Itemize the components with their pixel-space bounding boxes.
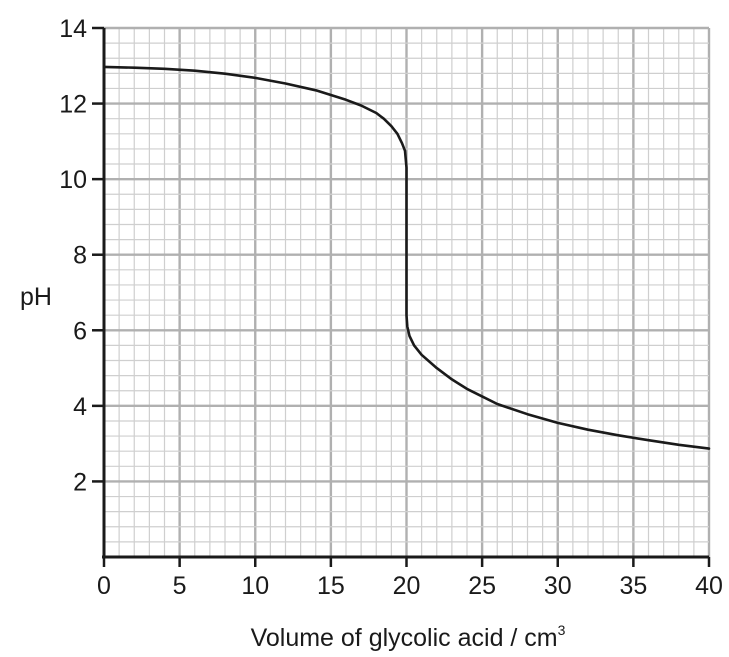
series-layer [102,65,711,450]
x-axis-label-text: Volume of glycolic acid / cm [251,624,558,652]
x-tick-label: 40 [695,572,723,600]
y-axis-label: pH [20,283,52,311]
x-axis-label-superscript: 3 [558,622,566,638]
series-line [102,65,711,450]
y-tick-label: 6 [73,317,87,345]
x-tick-label: 25 [468,572,496,600]
y-tick-label: 14 [59,15,87,43]
x-tick-label: 30 [544,572,572,600]
x-tick-label: 10 [241,572,269,600]
y-tick-label: 4 [73,393,87,421]
x-axis-label: Volume of glycolic acid / cm3 [251,622,566,652]
x-tick-label: 35 [619,572,647,600]
y-tick-label: 2 [73,468,87,496]
x-tick-label: 20 [393,572,421,600]
x-tick-label: 0 [97,572,111,600]
y-tick-label: 10 [59,166,87,194]
grid [102,26,711,559]
y-ticks: 2 4 6 8 10 12 14 [59,15,104,496]
y-tick-label: 12 [59,91,87,119]
x-tick-label: 15 [317,572,345,600]
x-tick-label: 5 [173,572,187,600]
y-tick-label: 8 [73,242,87,270]
x-ticks: 0 5 10 15 20 25 30 35 40 [97,557,723,600]
